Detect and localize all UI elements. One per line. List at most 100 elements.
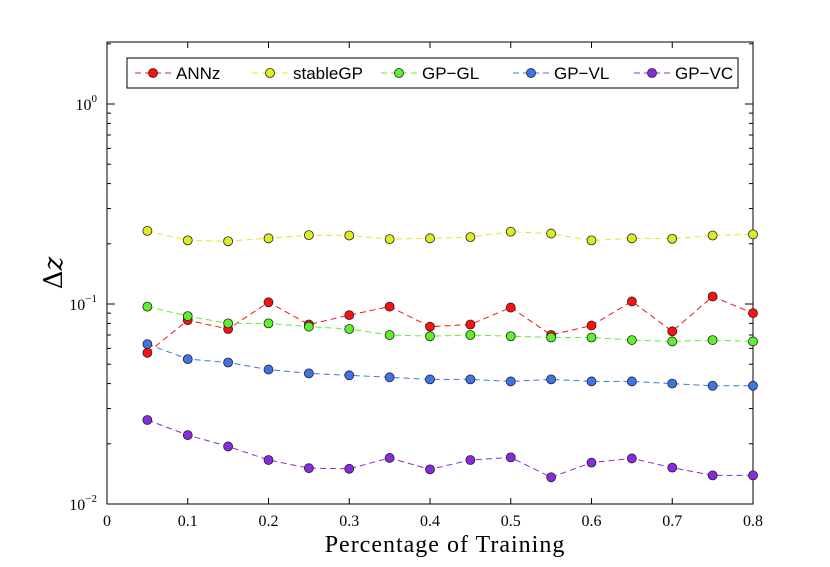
data-point [505,376,516,387]
data-point [425,321,435,332]
data-point [626,296,637,307]
legend-marker [394,68,404,78]
legend-label: GP−GL [422,64,479,83]
y-tick-label: 10−1 [69,293,97,314]
data-point [465,319,476,330]
legend-marker [265,68,275,78]
data-point [748,470,758,481]
data-point [707,470,718,481]
y-axis-title: Δz [39,256,69,289]
data-point [626,453,637,464]
data-point [626,233,637,244]
points-layer [142,226,758,483]
data-point [182,354,193,365]
x-tick-label: 0.5 [501,513,521,530]
data-point [748,229,758,240]
data-point [586,235,597,246]
data-point [425,331,435,342]
data-point [142,301,153,312]
y-tick-label-exp: −1 [85,293,97,305]
data-point [626,376,637,387]
data-point [182,430,193,441]
data-point [384,330,395,340]
data-point [586,332,597,343]
data-point [546,332,557,343]
data-point [263,233,274,244]
data-point [263,455,274,465]
data-point [263,318,274,329]
data-point [586,376,597,387]
data-point [748,308,758,319]
data-point [223,441,234,452]
y-tick-label: 10−2 [69,493,97,514]
data-point [384,372,395,383]
data-point [142,339,153,350]
data-point [182,235,193,246]
x-tick-label: 0.1 [178,513,198,530]
data-point [425,464,435,475]
data-point [748,336,758,347]
data-point [667,462,678,473]
data-point [223,318,234,329]
x-tick-label: 0 [103,513,111,530]
x-tick-label: 0.8 [743,513,763,530]
legend-marker [148,68,158,78]
data-point [142,226,153,236]
x-tick-label: 0.6 [582,513,602,530]
data-point [303,321,314,332]
legend-label: GP−VC [675,64,733,83]
data-point [384,234,395,245]
legend-marker [526,68,536,78]
data-point [505,226,516,237]
y-axis-title-base: Δ [39,270,69,289]
y-tick-label-base: 10 [69,497,85,514]
data-point [465,374,476,385]
data-point [344,310,355,321]
data-point [465,232,476,243]
data-point [667,378,678,389]
data-point [344,463,355,474]
data-point [586,320,597,331]
data-point [142,347,153,358]
x-tick-label: 0.3 [339,513,359,530]
data-point [546,228,557,239]
plot-frame [106,41,754,505]
legend-label: GP−VL [554,64,609,83]
data-point [303,368,314,379]
data-point [505,302,516,313]
y-tick-label-exp: 0 [92,93,98,105]
data-point [465,455,476,465]
data-point [223,357,234,368]
y-tick-label-exp: −2 [85,493,97,505]
data-point [142,415,153,425]
data-point [425,233,435,244]
legend-marker [647,68,657,78]
series-line-3 [147,343,753,387]
data-point [263,364,274,375]
data-point [586,457,597,468]
data-point [546,374,557,385]
data-point [667,336,678,347]
legend: ANNz stableGP GP−GL GP−VL GP−VC [135,64,733,83]
data-point [748,380,758,391]
data-point [626,335,637,345]
data-point [546,472,557,483]
data-point [425,374,435,385]
data-point [667,326,678,337]
series-line-0 [147,295,754,354]
data-point [303,230,314,241]
data-point [465,330,476,340]
data-point [344,324,355,334]
data-point [384,453,395,463]
data-point [505,331,516,342]
legend-label: ANNz [176,64,220,83]
data-point [344,370,355,381]
lines-layer [147,230,754,478]
series-line-4 [147,419,753,478]
x-tick-label: 0.4 [420,513,440,530]
data-point [707,230,718,241]
data-point [667,233,678,244]
data-point [344,230,355,241]
